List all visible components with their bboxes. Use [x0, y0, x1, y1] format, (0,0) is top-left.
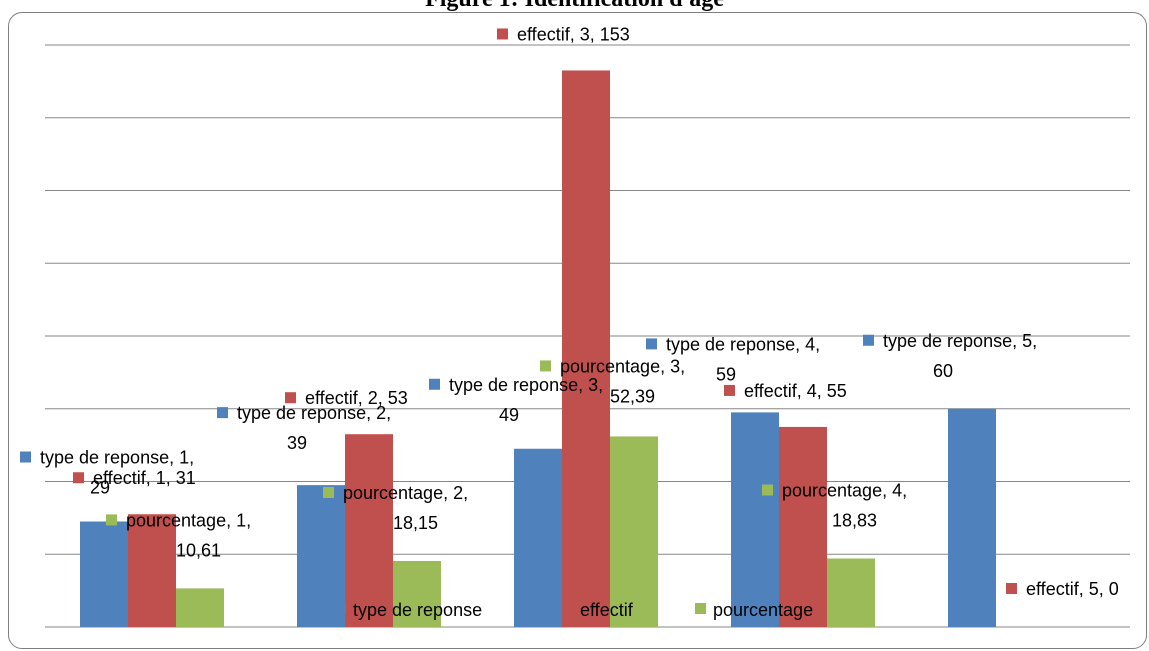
data-label: type de reponse, 5,: [883, 331, 1037, 351]
data-label-marker: [724, 384, 735, 396]
legend-marker: [695, 603, 706, 614]
bar-type-de-reponse-4: [731, 412, 779, 627]
bar-type-de-reponse-5: [948, 408, 996, 627]
chart-title: Figure 1: Identification d'âge: [0, 0, 1149, 13]
data-label-marker: [540, 360, 551, 372]
data-label-marker: [646, 338, 657, 350]
data-label-marker: [497, 28, 508, 40]
bar-pourcentage-1: [176, 588, 224, 627]
bar-type-de-reponse-1: [80, 521, 128, 627]
data-label: 39: [287, 433, 307, 453]
data-label: 52,39: [610, 386, 655, 406]
data-label: effectif, 4, 55: [744, 381, 847, 401]
data-label: type de reponse, 4,: [666, 334, 820, 354]
data-label: 59: [716, 364, 736, 384]
data-label: 60: [933, 361, 953, 381]
bar-effectif-2: [345, 434, 393, 627]
data-label: pourcentage, 2,: [343, 483, 468, 503]
data-label-marker: [323, 486, 334, 498]
data-label: type de reponse, 3,: [449, 375, 603, 395]
data-label: 29: [90, 478, 110, 498]
bar-type-de-reponse-3: [514, 448, 562, 627]
data-label: type de reponse, 1,: [40, 448, 194, 468]
bar-effectif-4: [779, 426, 827, 627]
bar-pourcentage-3: [610, 436, 658, 627]
bar-effectif-1: [128, 514, 176, 627]
bar-pourcentage-4: [827, 558, 875, 627]
bar-effectif-3: [562, 70, 610, 627]
data-label-marker: [285, 392, 296, 404]
data-label: effectif, 3, 153: [517, 24, 630, 44]
data-label-marker: [1006, 583, 1017, 594]
data-label: effectif, 5, 0: [1026, 579, 1119, 599]
legend-entry: pourcentage: [713, 600, 813, 620]
data-label-marker: [20, 451, 31, 463]
data-label: effectif, 2, 53: [305, 388, 408, 408]
data-label-marker: [429, 378, 440, 390]
data-label: 10,61: [176, 540, 221, 560]
bar-pourcentage-2: [393, 560, 441, 627]
data-label: pourcentage, 4,: [782, 481, 907, 501]
data-label-marker: [73, 472, 84, 484]
data-label: 49: [499, 405, 519, 425]
legend-entry: type de reponse: [353, 600, 482, 620]
data-label: effectif, 1, 31: [93, 468, 196, 488]
data-label-marker: [762, 484, 773, 496]
data-label: type de reponse, 2,: [237, 403, 391, 423]
data-label: 18,83: [832, 511, 877, 531]
legend-marker: [335, 603, 346, 614]
legend-entry: effectif: [580, 600, 634, 620]
chart-frame: [8, 12, 1147, 649]
data-label: pourcentage, 1,: [126, 510, 251, 530]
data-label: 18,15: [393, 513, 438, 533]
data-label-marker: [217, 407, 228, 419]
legend-marker: [562, 603, 573, 614]
data-label-marker: [863, 334, 874, 346]
data-label: pourcentage, 3,: [560, 356, 685, 376]
data-label-marker: [106, 514, 117, 526]
